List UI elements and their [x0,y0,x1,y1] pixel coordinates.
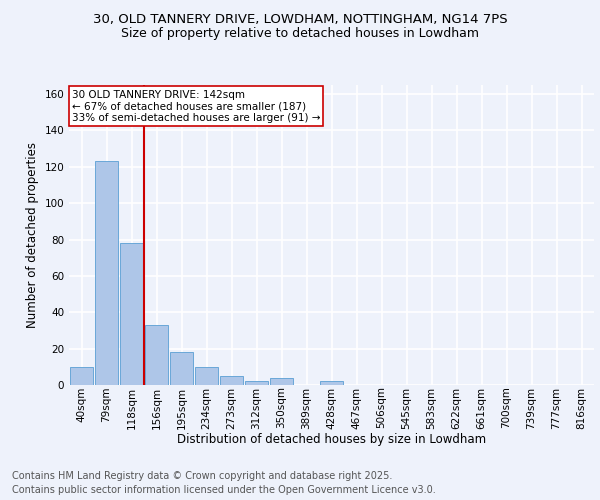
Bar [270,378,293,385]
Bar [95,162,118,385]
Bar [320,382,343,385]
Bar [145,325,168,385]
Text: Size of property relative to detached houses in Lowdham: Size of property relative to detached ho… [121,28,479,40]
Bar [70,367,93,385]
Bar [220,376,243,385]
Text: Contains public sector information licensed under the Open Government Licence v3: Contains public sector information licen… [12,485,436,495]
Text: 30 OLD TANNERY DRIVE: 142sqm
← 67% of detached houses are smaller (187)
33% of s: 30 OLD TANNERY DRIVE: 142sqm ← 67% of de… [71,90,320,122]
Bar [195,367,218,385]
Bar [170,352,193,385]
X-axis label: Distribution of detached houses by size in Lowdham: Distribution of detached houses by size … [177,432,486,446]
Y-axis label: Number of detached properties: Number of detached properties [26,142,39,328]
Bar [245,382,268,385]
Bar [120,243,143,385]
Text: 30, OLD TANNERY DRIVE, LOWDHAM, NOTTINGHAM, NG14 7PS: 30, OLD TANNERY DRIVE, LOWDHAM, NOTTINGH… [92,12,508,26]
Text: Contains HM Land Registry data © Crown copyright and database right 2025.: Contains HM Land Registry data © Crown c… [12,471,392,481]
